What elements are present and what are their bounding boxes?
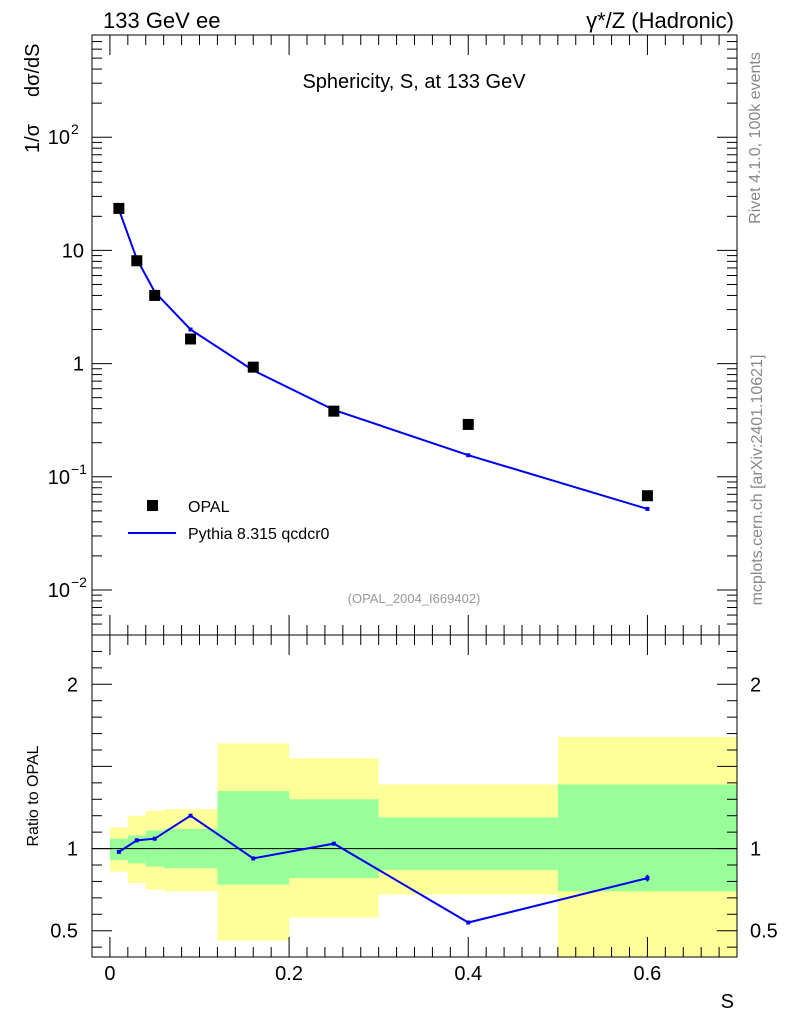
ratio-point (645, 876, 650, 881)
y-axis-label-deriv: dσ/dS (22, 44, 44, 98)
uncertainty-band-inner (378, 817, 558, 870)
ratio-y-tick-label-left: 0.5 (50, 921, 78, 943)
legend: OPAL Pythia 8.315 qcdcr0 (128, 499, 330, 543)
legend-marker-opal (147, 500, 158, 511)
analysis-id-label: (OPAL_2004_I669402) (348, 591, 481, 606)
legend-label-pythia: Pythia 8.315 qcdcr0 (188, 526, 330, 543)
ratio-y-axis-label: Ratio to OPAL (25, 745, 42, 846)
ratio-point (116, 849, 121, 854)
y-tick-label: 10 (48, 580, 70, 602)
ratio-point (134, 838, 139, 843)
ratio-y-tick-label-right: 1 (750, 839, 761, 861)
mc-curve-pythia (117, 209, 648, 510)
x-axis-label: S (721, 991, 734, 1013)
data-point-opal (131, 255, 143, 267)
mc-point (645, 506, 650, 511)
ratio-point (152, 836, 157, 841)
ratio-curve-pythia (118, 814, 648, 924)
ratio-y-tick-label-left: 1 (67, 839, 78, 861)
ratio-y-tick-label-right: 2 (750, 674, 761, 696)
x-tick-label: 0.6 (634, 963, 662, 985)
legend-label-opal: OPAL (188, 499, 230, 516)
x-tick-label: 0 (104, 963, 115, 985)
mc-point (188, 327, 193, 332)
ratio-point (466, 920, 471, 925)
uncertainty-band-inner (289, 799, 379, 879)
y-tick-label: 10 (48, 127, 70, 149)
y-tick-label-exponent: 2 (71, 121, 79, 137)
data-point-opal (185, 333, 197, 345)
header-left-label: 133 GeV ee (103, 8, 220, 33)
mc-point (466, 453, 471, 458)
uncertainty-band-inner (217, 791, 290, 885)
data-point-opal (247, 361, 259, 373)
header-right-label: γ*/Z (Hadronic) (586, 8, 734, 33)
x-tick-label: 0.2 (275, 963, 303, 985)
rivet-info-label: Rivet 4.1.0, 100k events (747, 52, 764, 224)
y-tick-label-exponent: −1 (71, 461, 87, 477)
ratio-point (331, 841, 336, 846)
ratio-y-tick-label-left: 2 (67, 674, 78, 696)
data-point-opal (149, 289, 161, 301)
data-point-opal (113, 202, 125, 214)
main-plot-title: Sphericity, S, at 133 GeV (302, 71, 526, 93)
y-tick-label-exponent: −2 (71, 574, 87, 590)
y-axis-label-norm: 1/σ (22, 123, 44, 153)
ratio-point (251, 856, 256, 861)
y-tick-label: 10 (62, 240, 84, 262)
data-point-opal (641, 490, 653, 502)
x-tick-label: 0.4 (454, 963, 482, 985)
data-point-opal (462, 418, 474, 430)
source-label: mcplots.cern.ch [arXiv:2401.10621] (749, 355, 766, 606)
data-point-opal (328, 405, 340, 417)
ratio-plot-panel: 0.5 0.5 1 1 2 2 0 0.2 0.4 0.6 Ratio to OPAL S (25, 634, 778, 1013)
ratio-point (188, 813, 193, 818)
y-tick-label: 10 (48, 467, 70, 489)
ratio-y-tick-label-right: 0.5 (750, 921, 778, 943)
uncertainty-band-inner (557, 784, 737, 892)
uncertainty-band-inner (109, 838, 128, 861)
y-tick-label: 1 (73, 354, 84, 376)
